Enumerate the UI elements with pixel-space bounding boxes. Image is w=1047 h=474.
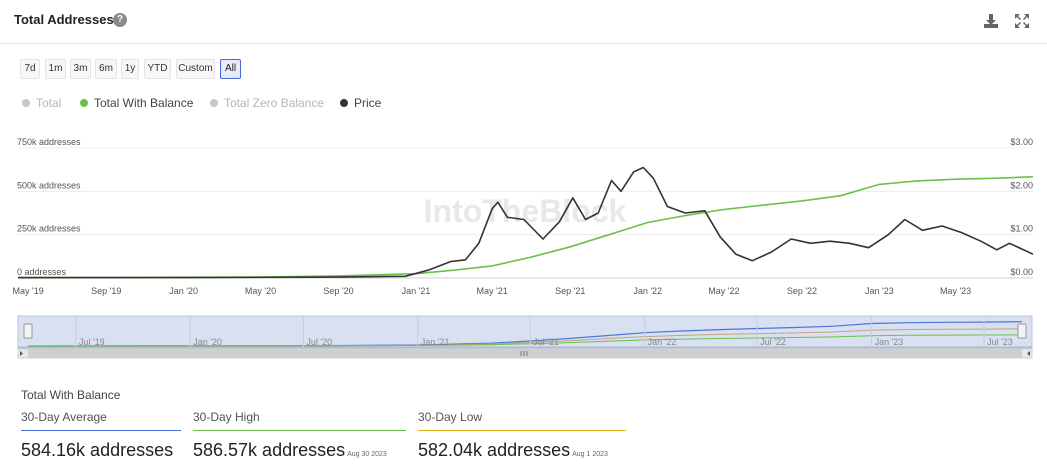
stat-label: 30-Day Low — [418, 410, 483, 424]
navigator-tick-label: Jan '23 — [875, 337, 904, 347]
navigator-tick-label: Jul '23 — [987, 337, 1013, 347]
series-line-price — [18, 166, 1034, 279]
x-tick-label: May '23 — [940, 286, 971, 296]
range-button-ytd[interactable]: YTD — [144, 59, 171, 79]
y-left-tick-label: 250k addresses — [17, 224, 81, 234]
navigator-left-handle[interactable] — [23, 323, 33, 339]
chart-area: IntoTheBlock 0 addresses $0.00 250k addres… — [13, 137, 1034, 359]
x-tick-label: Sep '20 — [323, 286, 353, 296]
watermark-text: IntoTheBlock — [424, 193, 627, 229]
scrollbar-grip-icon[interactable] — [520, 351, 528, 356]
navigator-tick-label: Jan '21 — [421, 337, 450, 347]
y-left-tick-label: 750k addresses — [17, 137, 81, 147]
navigator-right-handle[interactable] — [1017, 323, 1027, 339]
range-button-7d[interactable]: 7d — [20, 59, 40, 79]
stat-underline — [418, 430, 626, 431]
stat-value: 582.04k addresses Aug 1 2023 — [418, 440, 608, 461]
page-title: Total Addresses — [14, 12, 114, 27]
stat-number: 586.57k addresses — [193, 440, 346, 460]
x-tick-label: Jan '22 — [633, 286, 662, 296]
legend-label: Total With Balance — [94, 96, 194, 110]
range-button-1m[interactable]: 1m — [45, 59, 66, 79]
legend-label: Total — [36, 96, 62, 110]
stat-30-day-low: 30-Day Low 582.04k addresses Aug 1 2023 — [418, 410, 626, 460]
x-tick-label: Sep '21 — [555, 286, 585, 296]
stats-title: Total With Balance — [21, 388, 121, 402]
x-tick-label: Sep '22 — [787, 286, 817, 296]
x-tick-label: May '21 — [477, 286, 508, 296]
range-button-all[interactable]: All — [220, 59, 241, 79]
legend-item-total[interactable]: Total — [22, 96, 61, 110]
stat-label: 30-Day High — [193, 410, 260, 424]
x-tick-label: Jan '23 — [865, 286, 894, 296]
stat-value: 586.57k addresses Aug 30 2023 — [193, 440, 387, 461]
x-tick-label: May '22 — [708, 286, 739, 296]
scroll-left-arrow-icon[interactable] — [20, 351, 23, 356]
stat-underline — [21, 430, 181, 431]
stat-date: Aug 30 2023 — [347, 451, 387, 458]
x-tick-label: May '19 — [13, 286, 44, 296]
stat-underline — [193, 430, 406, 431]
range-button-custom[interactable]: Custom — [176, 59, 215, 79]
download-icon[interactable] — [982, 12, 1000, 30]
y-left-tick-label: 500k addresses — [17, 180, 81, 190]
legend-item-total-with-balance[interactable]: Total With Balance — [80, 96, 193, 110]
y-right-tick-label: $1.00 — [1010, 224, 1033, 234]
stat-value: 584.16k addresses — [21, 440, 173, 461]
stat-date: Aug 1 2023 — [572, 451, 608, 458]
legend-label: Total Zero Balance — [224, 96, 325, 110]
stat-number: 584.16k addresses — [21, 440, 174, 460]
navigator-tick-label: Jul '20 — [306, 337, 332, 347]
range-button-1y[interactable]: 1y — [121, 59, 139, 79]
legend-dot — [210, 99, 218, 107]
legend-label: Price — [354, 96, 382, 110]
navigator-tick-label: Jan '20 — [193, 337, 222, 347]
legend-dot — [80, 99, 88, 107]
x-tick-label: Sep '19 — [91, 286, 121, 296]
stat-label: 30-Day Average — [21, 410, 107, 424]
y-right-tick-label: $0.00 — [1010, 267, 1033, 277]
x-tick-label: Jan '20 — [169, 286, 198, 296]
scrollbar-thumb[interactable] — [28, 349, 1022, 358]
expand-icon[interactable] — [1013, 12, 1031, 30]
y-left-tick-label: 0 addresses — [17, 267, 67, 277]
range-button-6m[interactable]: 6m — [95, 59, 117, 79]
legend-dot — [22, 99, 30, 107]
navigator-tick-label: Jul '19 — [79, 337, 105, 347]
widget-header: Total Addresses ? — [0, 0, 1047, 44]
stat-number: 582.04k addresses — [418, 440, 571, 460]
range-button-3m[interactable]: 3m — [70, 59, 91, 79]
navigator-tick-label: Jan '22 — [648, 337, 677, 347]
legend-item-total-zero-balance[interactable]: Total Zero Balance — [210, 96, 324, 110]
y-right-tick-label: $2.00 — [1010, 180, 1033, 190]
stat-30-day-average: 30-Day Average 584.16k addresses — [21, 410, 181, 460]
series-lines — [17, 166, 1034, 279]
question-circle-icon[interactable]: ? — [113, 13, 127, 27]
legend-item-price[interactable]: Price — [340, 96, 381, 110]
axis-labels: 0 addresses $0.00 250k addresses $1.00 500k … — [13, 137, 1033, 296]
y-right-tick-label: $3.00 — [1010, 137, 1033, 147]
navigator-tick-label: Jul '22 — [760, 337, 786, 347]
x-tick-label: Jan '21 — [402, 286, 431, 296]
scroll-right-arrow-icon[interactable] — [1027, 351, 1030, 356]
x-tick-label: May '20 — [245, 286, 276, 296]
stat-30-day-high: 30-Day High 586.57k addresses Aug 30 2023 — [193, 410, 406, 460]
navigator-tick-label: Jul '21 — [533, 337, 559, 347]
range-navigator[interactable]: Jul '19 Jan '20 Jul '20 Jan '21 Jul '21 Jan '… — [17, 315, 1033, 359]
legend-dot — [340, 99, 348, 107]
